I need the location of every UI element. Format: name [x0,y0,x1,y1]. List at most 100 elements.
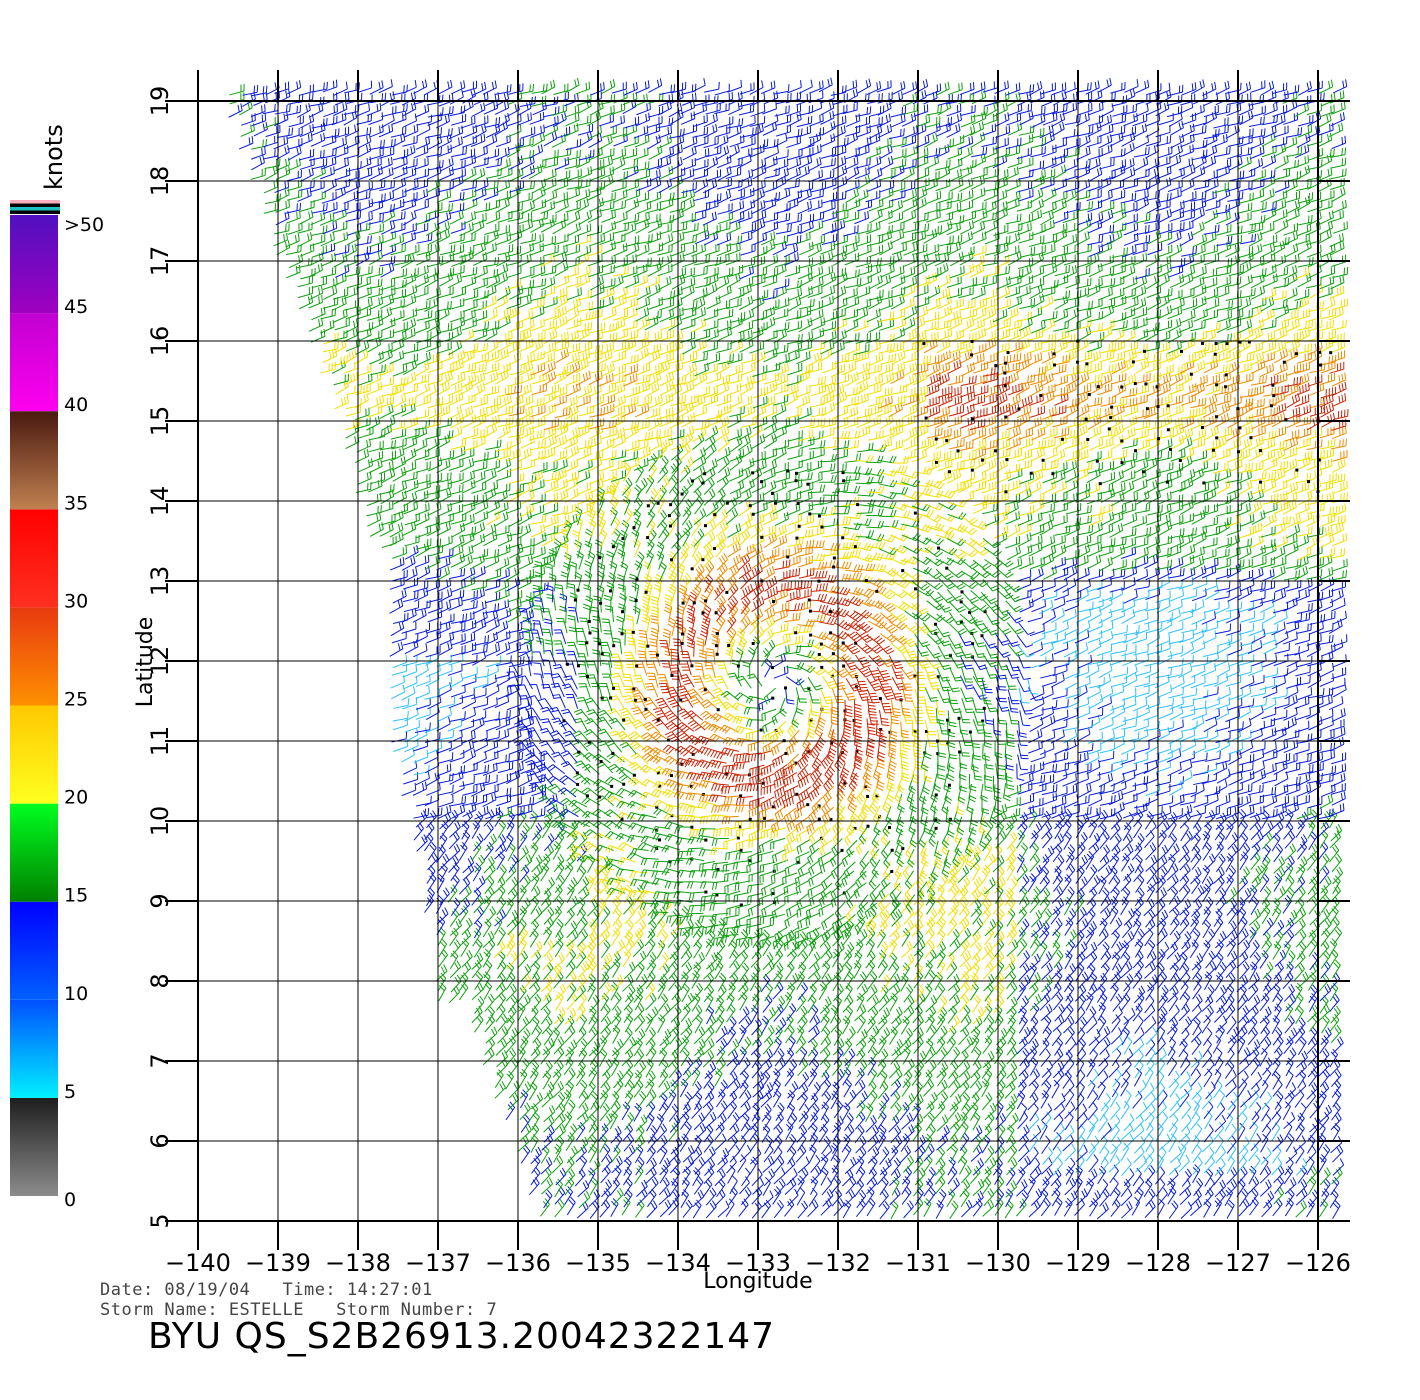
wind-barb [799,1104,809,1121]
wind-barb [541,888,551,905]
wind-barb [1007,832,1017,849]
wind-barb [776,1017,786,1034]
wind-barb [728,1135,737,1153]
wind-barb [959,1060,970,1077]
wind-barb [1250,806,1264,818]
wind-barb [843,1144,851,1162]
rain-flag [901,847,904,850]
wind-barb [518,1017,529,1034]
wind-barb [1249,1047,1259,1064]
wind-barb [904,1201,914,1218]
wind-barb [891,1069,902,1086]
rain-flag [622,719,625,722]
wind-barb [1262,886,1271,904]
wind-barb [879,1027,890,1044]
wind-barb [1005,1200,1013,1218]
wind-barb [494,754,509,764]
wind-barb [428,741,442,754]
wind-barb [653,781,671,789]
wind-barb [949,1061,958,1079]
wind-barb [762,1124,770,1142]
wind-barb [1133,1091,1142,1109]
wind-barb [1144,962,1155,979]
rain-flag [866,795,869,798]
wind-barb [1019,1015,1027,1033]
wind-barb [703,1038,714,1055]
wind-barb [1121,1179,1130,1197]
wind-barb [1193,765,1208,775]
wind-barb [610,731,625,744]
wind-barb [659,683,671,697]
wind-barb [1052,1080,1059,1098]
wind-barb [924,1144,934,1161]
wind-barb [867,985,878,1002]
wind-barb [1017,1091,1025,1109]
wind-barb [1181,823,1189,841]
wind-barb [654,809,672,816]
wind-barb [758,751,773,762]
wind-barb [1008,697,1018,712]
wind-barb [711,893,728,900]
wind-barb [463,856,474,873]
wind-barb [1075,1198,1085,1215]
wind-barb [552,1028,559,1046]
wind-barb [566,939,574,957]
wind-barb [1227,1200,1234,1218]
wind-barb [1250,721,1264,733]
wind-barb [925,688,938,702]
wind-barb [845,828,855,845]
wind-barb [1145,1200,1155,1217]
wind-barb [625,1080,634,1098]
wind-barb [948,974,959,991]
wind-barb [1204,897,1213,915]
wind-barb [903,861,913,878]
wind-barb [657,1015,664,1033]
wind-barb [1018,1070,1028,1087]
wind-barb [1064,1079,1074,1096]
wind-barb [1238,686,1251,700]
wind-barb [578,992,586,1010]
wind-barb [784,773,797,787]
wind-barb [611,1091,619,1109]
wind-barb [948,995,959,1012]
wind-barb [749,871,764,882]
wind-barb [1204,810,1215,827]
wind-barb [590,1144,597,1162]
wind-barb [958,866,969,883]
wind-barb [683,1092,691,1110]
rain-flag [632,687,635,690]
wind-barb [1098,823,1107,841]
wind-barb [867,1081,876,1099]
wind-barb [1333,927,1342,945]
wind-barb [1215,1136,1223,1154]
wind-barb [636,962,644,980]
wind-barb [1017,1037,1028,1054]
wind-barb [1076,820,1083,838]
colorbar-band [10,1000,58,1098]
wind-barb [726,1199,734,1217]
wind-barb [880,1158,891,1175]
rain-flag [612,687,615,690]
rain-flag [644,708,647,711]
wind-barb [857,993,864,1011]
wind-barb [1101,1093,1110,1111]
wind-barb [1135,855,1142,873]
wind-barb [1155,1037,1165,1054]
wind-barb [1006,844,1016,861]
wind-barb [1006,1181,1017,1198]
colorbar-tick-label: 10 [64,983,88,1005]
wind-barb [1330,917,1339,935]
wind-barb [1018,996,1028,1013]
wind-barb [555,875,564,893]
wind-barb [472,1006,483,1023]
wind-barb [544,833,554,850]
rain-flag [634,699,637,702]
wind-barb [824,774,834,792]
wind-barb [1121,897,1129,915]
wind-barb [856,838,867,855]
wind-barb [1004,953,1015,970]
wind-barb [936,1200,943,1218]
wind-barb [973,698,984,713]
wind-barb [674,891,692,898]
wind-barb [1298,1070,1306,1088]
